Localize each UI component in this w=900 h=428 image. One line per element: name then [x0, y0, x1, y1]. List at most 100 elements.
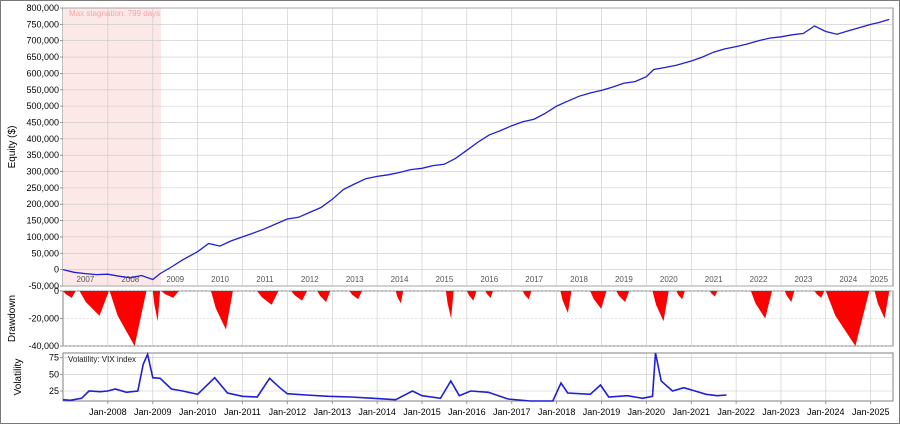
x-tick-label: Jan-2020	[628, 407, 666, 417]
drawdown-area-5	[211, 291, 233, 330]
drawdown-area-14	[522, 291, 532, 300]
x-tick-label: Jan-2010	[179, 407, 217, 417]
drawdown-area-10	[395, 291, 404, 304]
equity-line	[62, 18, 890, 281]
y-tick-label: 700,000	[26, 36, 59, 46]
drawdown-area-20	[709, 291, 718, 297]
y-tick-label: 300,000	[26, 167, 59, 177]
y-tick-label: -40,000	[28, 341, 59, 351]
x-tick-label: Jan-2018	[538, 407, 576, 417]
drawdown-y-axis-label: Drawdown	[7, 295, 18, 342]
year-label-2012: 2012	[301, 275, 319, 284]
y-tick-label: 25	[49, 386, 59, 396]
drawdown-area-15	[560, 291, 572, 313]
equity-gridlines	[63, 7, 893, 287]
x-tick-label: Jan-2014	[358, 407, 396, 417]
drawdown-area-11	[445, 291, 454, 319]
year-label-2019: 2019	[615, 275, 633, 284]
y-tick-label: 0	[54, 286, 59, 296]
y-tick-label: 250,000	[26, 183, 59, 193]
year-label-2010: 2010	[211, 275, 229, 284]
y-tick-label: 0	[54, 265, 59, 275]
drawdown-area-7	[291, 291, 308, 301]
drawdown-areas	[63, 291, 890, 346]
equity-y-axis-label: Equity ($)	[7, 126, 18, 169]
y-tick-label: 800,000	[26, 3, 59, 13]
drawdown-area-13	[485, 291, 493, 298]
x-tick-label: Jan-2012	[269, 407, 307, 417]
x-tick-label: Jan-2019	[583, 407, 621, 417]
year-label-2009: 2009	[166, 275, 184, 284]
x-tick-label: Jan-2024	[807, 407, 845, 417]
drawdown-area-2	[109, 291, 147, 346]
drawdown-panel: -40,000 -20,000 0 Drawdown	[7, 286, 894, 351]
volatility-x-ticks: Jan-2008 Jan-2009 Jan-2010 Jan-2011 Jan-2012…	[89, 401, 890, 417]
drawdown-area-16	[590, 291, 607, 309]
drawdown-area-22	[784, 291, 795, 302]
y-tick-label: 50,000	[31, 248, 59, 258]
drawdown-area-21	[750, 291, 772, 319]
year-label-2017: 2017	[525, 275, 543, 284]
drawdown-gridlines	[63, 290, 893, 347]
x-tick-label: Jan-2015	[403, 407, 441, 417]
year-label-2022: 2022	[750, 275, 768, 284]
x-tick-label: Jan-2021	[673, 407, 711, 417]
year-label-2008: 2008	[121, 275, 139, 284]
equity-panel: 2007 2008 2009 2010 2011 2012 2013 2014 2015 2016…	[7, 3, 894, 291]
year-label-2020: 2020	[660, 275, 678, 284]
y-tick-label: 200,000	[26, 199, 59, 209]
y-tick-label: 450,000	[26, 117, 59, 127]
year-label-2023: 2023	[794, 275, 812, 284]
drawdown-area-24	[825, 291, 870, 346]
x-tick-label: Jan-2016	[448, 407, 486, 417]
x-tick-label: Jan-2013	[314, 407, 352, 417]
x-tick-label: Jan-2009	[134, 407, 172, 417]
drawdown-area-19	[676, 291, 685, 300]
drawdown-area-25	[874, 291, 890, 319]
drawdown-area-4	[161, 291, 179, 298]
volatility-legend: Volatility: VIX index	[68, 355, 136, 364]
equity-plot-area	[62, 7, 894, 287]
max-stagnation-label: Max stagnation: 799 days	[69, 9, 160, 18]
year-label-2013: 2013	[346, 275, 364, 284]
equity-y-ticks: -50,000 0 50,000 100,000 150,000 200,000 250,0…	[26, 3, 63, 291]
equity-year-labels: 2007 2008 2009 2010 2011 2012 2013 2014 2015 2016…	[77, 275, 889, 284]
year-label-2016: 2016	[480, 275, 498, 284]
y-tick-label: 600,000	[26, 68, 59, 78]
year-label-2014: 2014	[391, 275, 409, 284]
y-tick-label: 75	[49, 353, 59, 363]
year-label-2025: 2025	[870, 275, 888, 284]
year-label-2015: 2015	[436, 275, 454, 284]
x-tick-label: Jan-2011	[224, 407, 261, 417]
drawdown-area-1	[79, 291, 109, 316]
year-label-2007: 2007	[77, 275, 95, 284]
y-tick-label: 550,000	[26, 85, 59, 95]
drawdown-area-23	[814, 291, 825, 298]
drawdown-area-0	[63, 291, 76, 298]
y-tick-label: 150,000	[26, 216, 59, 226]
volatility-plot-area	[62, 352, 894, 402]
year-label-2018: 2018	[570, 275, 588, 284]
drawdown-y-ticks: -40,000 -20,000 0	[28, 286, 63, 351]
x-tick-label: Jan-2023	[762, 407, 800, 417]
x-tick-label: Jan-2022	[717, 407, 755, 417]
drawdown-area-12	[466, 291, 477, 301]
x-tick-label: Jan-2017	[493, 407, 531, 417]
y-tick-label: 400,000	[26, 134, 59, 144]
y-tick-label: -50,000	[28, 281, 59, 291]
drawdown-area-9	[349, 291, 363, 300]
drawdown-area-17	[616, 291, 630, 302]
y-tick-label: -20,000	[28, 314, 59, 324]
drawdown-area-8	[317, 291, 331, 302]
drawdown-area-18	[652, 291, 669, 322]
drawdown-area-6	[257, 291, 279, 305]
y-tick-label: 750,000	[26, 19, 59, 29]
x-tick-label: Jan-2025	[852, 407, 890, 417]
x-tick-label: Jan-2008	[89, 407, 127, 417]
year-label-2011: 2011	[256, 275, 274, 284]
drawdown-area-3	[152, 291, 161, 322]
year-label-2021: 2021	[705, 275, 723, 284]
